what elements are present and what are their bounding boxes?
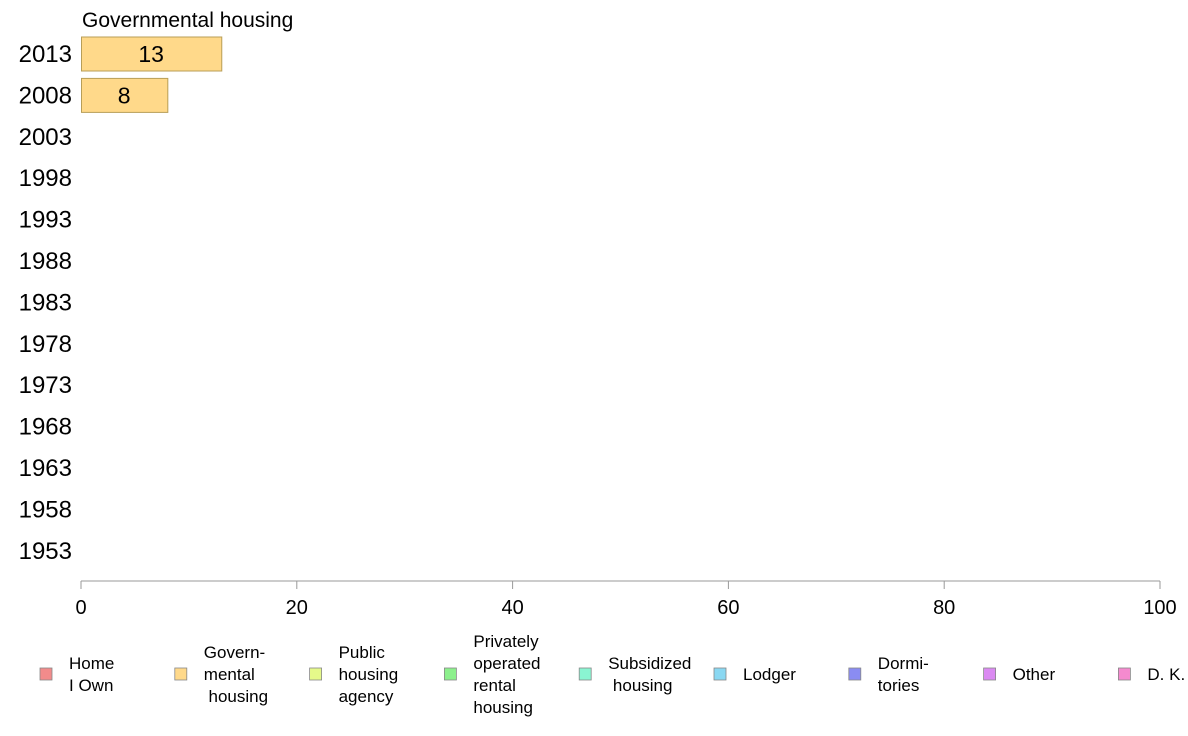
legend-label: Lodger xyxy=(743,665,796,684)
x-tick-label: 100 xyxy=(1143,597,1176,619)
y-tick-label: 1978 xyxy=(19,331,72,358)
legend: Home I Own Govern-mental housing Public hous… xyxy=(39,632,1185,717)
chart-title: Governmental housing xyxy=(82,9,293,32)
bar-group: 13 8 xyxy=(81,36,223,113)
y-tick-label: 1983 xyxy=(19,289,72,316)
legend-item: Lodger xyxy=(713,665,796,684)
legend-label: Public housing agency xyxy=(339,643,399,706)
legend-swatch xyxy=(309,667,323,681)
x-ticks: 0 20 40 60 80 100 xyxy=(75,581,1177,619)
x-tick-label: 0 xyxy=(75,597,86,619)
legend-label: Other xyxy=(1013,665,1056,684)
legend-item: Subsidized housing xyxy=(578,654,691,695)
bar-data-label: 8 xyxy=(118,82,131,108)
bar xyxy=(81,36,223,72)
legend-item: Other xyxy=(983,665,1056,684)
y-tick-label: 2003 xyxy=(19,124,72,151)
bar-data-label: 13 xyxy=(138,41,164,67)
y-tick-label: 1963 xyxy=(19,455,72,482)
y-tick-label: 1988 xyxy=(19,248,72,275)
legend-item: Public housing agency xyxy=(309,643,399,706)
legend-label: Subsidized housing xyxy=(608,654,691,695)
legend-label: Dormi-tories xyxy=(878,654,929,695)
legend-swatch xyxy=(39,667,53,681)
legend-swatch xyxy=(713,667,727,681)
legend-label: D. K. xyxy=(1147,665,1185,684)
x-tick-label: 80 xyxy=(933,597,955,619)
y-tick-label: 1998 xyxy=(19,165,72,192)
legend-swatch xyxy=(578,667,592,681)
legend-swatch xyxy=(174,667,188,681)
legend-item: Dormi-tories xyxy=(848,654,929,695)
legend-swatch xyxy=(443,667,457,681)
y-tick-labels: 2013 2008 2003 1998 1993 1988 1983 1978 1973 1968… xyxy=(19,41,72,565)
x-tick-label: 60 xyxy=(717,597,739,619)
bar xyxy=(81,77,169,113)
legend-item: Home I Own xyxy=(39,654,114,695)
y-tick-label: 1953 xyxy=(19,538,72,565)
x-tick-label: 20 xyxy=(286,597,308,619)
y-tick-label: 2013 xyxy=(19,41,72,68)
legend-swatch xyxy=(848,667,862,681)
y-tick-label: 1958 xyxy=(19,496,72,523)
legend-item: Privately operated rental housing xyxy=(443,632,541,717)
y-tick-label: 2008 xyxy=(19,82,72,109)
legend-swatch xyxy=(983,667,996,681)
y-tick-label: 1968 xyxy=(19,414,72,441)
legend-swatch xyxy=(1118,667,1131,681)
legend-item: D. K. xyxy=(1118,665,1185,684)
x-tick-label: 40 xyxy=(501,597,523,619)
legend-item: Govern-mental housing xyxy=(174,643,268,706)
y-tick-label: 1993 xyxy=(19,207,72,234)
legend-label: Govern-mental housing xyxy=(204,643,268,706)
y-tick-label: 1973 xyxy=(19,372,72,399)
legend-label: Home I Own xyxy=(69,654,114,695)
legend-label: Privately operated rental housing xyxy=(473,632,540,717)
